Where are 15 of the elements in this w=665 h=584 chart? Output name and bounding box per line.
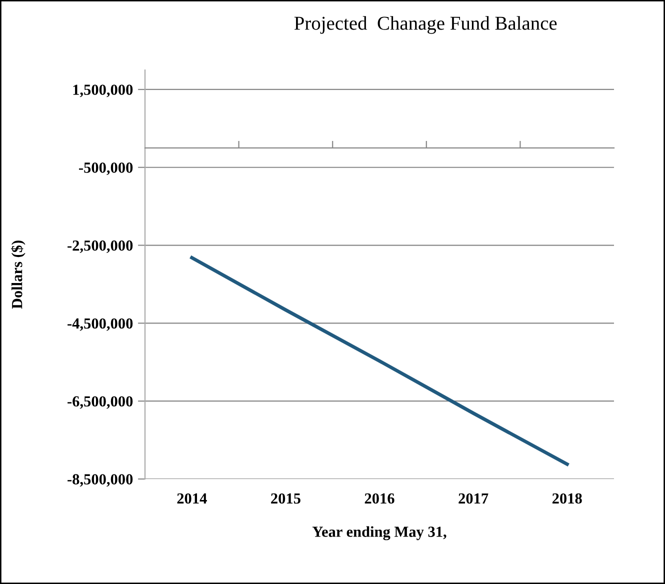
y-axis-title: Dollars ($) <box>11 240 26 309</box>
y-tick-label: -6,500,000 <box>68 396 133 409</box>
chart-title: Projected Chanage Fund Balance <box>294 16 557 34</box>
x-tick-label: 2017 <box>458 493 488 504</box>
x-tick-label: 2014 <box>177 493 207 504</box>
line-series <box>190 256 569 466</box>
x-tick-label: 2015 <box>271 493 300 504</box>
x-tick-label: 2018 <box>552 493 582 504</box>
y-tick-label: -500,000 <box>79 162 133 176</box>
x-tick-label: 2016 <box>364 493 394 504</box>
y-tick-label: -4,500,000 <box>68 318 133 331</box>
y-tick-label: 1,500,000 <box>73 84 133 98</box>
y-tick-label: -8,500,000 <box>68 474 133 487</box>
y-tick-label: -2,500,000 <box>68 240 133 253</box>
x-axis-title: Year ending May 31, <box>312 526 446 540</box>
